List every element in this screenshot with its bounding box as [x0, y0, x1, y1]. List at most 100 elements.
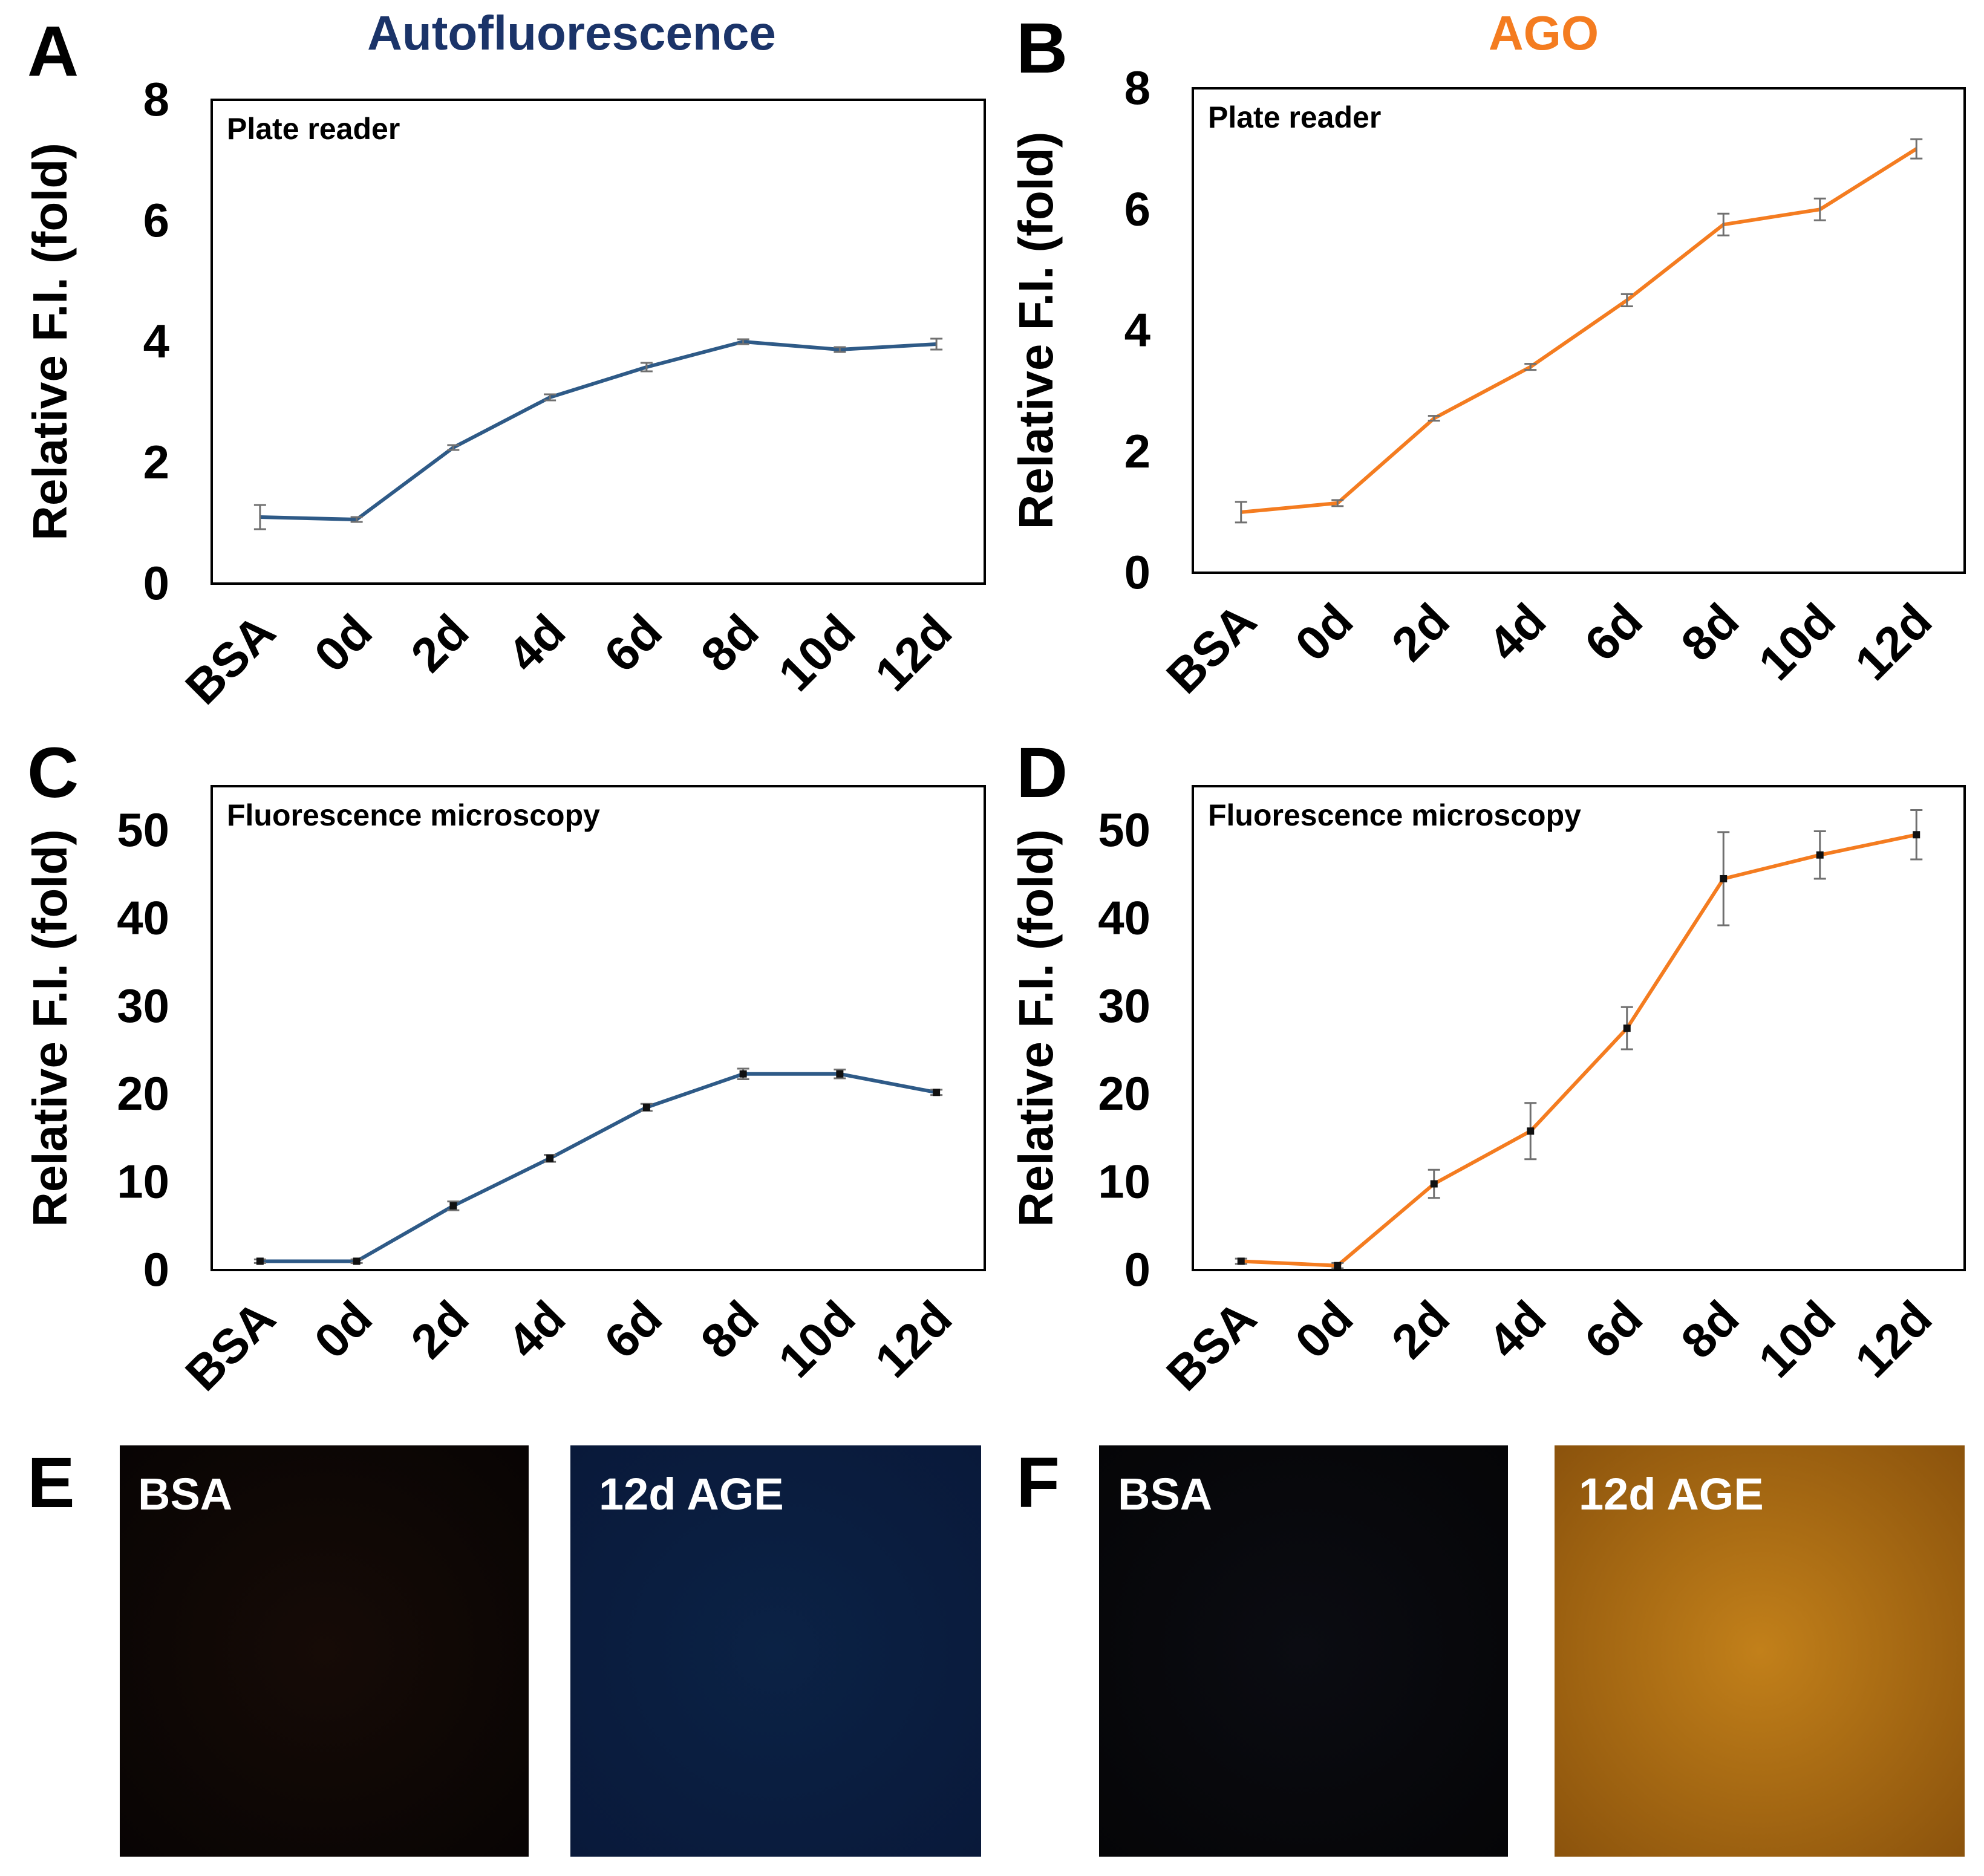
data-point [256, 1257, 264, 1265]
y-tick-label: 8 [143, 73, 169, 126]
x-tick-label: 2d [400, 604, 478, 682]
x-tick-label: 8d [1671, 593, 1749, 671]
x-tick-label: 4d [1478, 593, 1556, 671]
x-tick-label: 8d [691, 604, 769, 682]
x-tick-label: 0d [1285, 1291, 1363, 1369]
y-tick-label: 10 [117, 1155, 169, 1208]
y-tick-label: 4 [1124, 304, 1150, 357]
y-tick-label: 2 [1124, 425, 1150, 478]
plot-frame [1192, 87, 1966, 574]
chart-panel-a: Plate reader 0 2 4 6 8 Relative F.I. (fold) BSA… [23, 73, 986, 714]
panel-letter-d: D [1016, 733, 1068, 813]
data-point [1527, 1127, 1535, 1135]
micrograph-e-12d-age [570, 1445, 981, 1857]
panel-letter-f: F [1016, 1443, 1060, 1523]
y-tick-label: 0 [1124, 1243, 1150, 1296]
data-point [1430, 1180, 1438, 1188]
y-tick-label: 4 [143, 314, 169, 368]
y-tick-label: 0 [1124, 546, 1150, 599]
panel-letter-c: C [27, 733, 79, 813]
series-line [1241, 147, 1917, 514]
y-tick-label: 6 [143, 194, 169, 247]
column-title-autofluorescence: Autofluorescence [367, 6, 776, 60]
micrograph-f-12d-age [1555, 1445, 1965, 1857]
x-tick-label: 8d [1671, 1291, 1749, 1369]
data-point [1237, 1257, 1245, 1265]
data-point [739, 1070, 747, 1078]
x-tick-label: BSA [1156, 1291, 1266, 1401]
y-tick-label: 40 [117, 891, 169, 944]
x-tick-label: BSA [1156, 593, 1266, 703]
plot-frame [210, 99, 986, 585]
series-line [259, 1072, 937, 1263]
micrograph-label: 12d AGE [1579, 1469, 1764, 1519]
y-tick-label: 50 [117, 803, 169, 856]
y-tick-label: 20 [1098, 1067, 1150, 1120]
y-axis-label: Relative F.I. (fold) [1009, 829, 1063, 1227]
chart-panel-c: Fluorescence microscopy 0 10 20 30 40 50 Relati… [23, 785, 986, 1401]
x-tick-label: 12d [865, 604, 962, 701]
data-point [1816, 851, 1824, 859]
x-tick-label: 6d [1574, 593, 1653, 671]
plot-frame [1192, 785, 1966, 1271]
x-tick-label: 10d [1748, 593, 1845, 690]
x-tick-label: 2d [400, 1291, 478, 1369]
y-tick-label: 30 [117, 979, 169, 1032]
data-point [836, 1070, 844, 1078]
plot-frame [210, 785, 986, 1271]
micrograph-label: BSA [138, 1469, 232, 1519]
y-tick-label: 50 [1098, 803, 1150, 856]
series-line [1241, 833, 1917, 1268]
x-tick-label: 4d [497, 604, 575, 682]
y-tick-label: 20 [117, 1067, 169, 1120]
panel-letter-e: E [27, 1443, 75, 1523]
y-axis-label: Relative F.I. (fold) [1009, 132, 1063, 530]
x-tick-label: BSA [175, 604, 286, 714]
x-tick-label: 0d [304, 604, 382, 682]
x-tick-label: 2d [1382, 593, 1460, 671]
x-tick-label: 10d [768, 604, 865, 701]
data-point [642, 1104, 650, 1112]
x-tick-label: 6d [594, 1291, 672, 1369]
data-point [1623, 1024, 1631, 1032]
data-point [1913, 831, 1920, 839]
x-tick-label: 10d [1748, 1291, 1845, 1387]
plot-annotation: Plate reader [1208, 100, 1381, 134]
micrograph-e-bsa [120, 1445, 529, 1857]
y-axis-label: Relative F.I. (fold) [23, 143, 77, 541]
y-tick-label: 6 [1124, 182, 1150, 235]
x-tick-label: 0d [304, 1291, 382, 1369]
micrograph-f-bsa [1099, 1445, 1508, 1857]
plot-annotation: Fluorescence microscopy [227, 798, 600, 832]
column-title-ago: AGO [1489, 6, 1599, 60]
data-point [449, 1202, 457, 1210]
data-point [933, 1089, 941, 1096]
x-tick-label: 0d [1285, 593, 1363, 671]
x-tick-label: 12d [1845, 1291, 1942, 1387]
y-tick-label: 40 [1098, 891, 1150, 944]
plot-annotation: Plate reader [227, 112, 400, 146]
x-tick-label: 6d [594, 604, 672, 682]
x-tick-label: 2d [1382, 1291, 1460, 1369]
x-tick-label: 10d [768, 1291, 865, 1387]
chart-panel-d: Fluorescence microscopy 0 10 20 30 40 50 Relati… [1009, 785, 1966, 1401]
data-point [353, 1257, 361, 1265]
y-tick-label: 10 [1098, 1155, 1150, 1208]
y-tick-label: 0 [143, 556, 169, 610]
y-axis-label: Relative F.I. (fold) [23, 829, 77, 1227]
x-tick-label: 6d [1574, 1291, 1653, 1369]
y-tick-label: 30 [1098, 979, 1150, 1032]
micrograph-label: BSA [1118, 1469, 1212, 1519]
x-tick-label: 8d [691, 1291, 769, 1369]
panel-letter-b: B [1016, 8, 1068, 88]
micrograph-label: 12d AGE [599, 1469, 784, 1519]
x-tick-label: 12d [1845, 593, 1942, 690]
plot-annotation: Fluorescence microscopy [1208, 798, 1581, 832]
x-tick-label: 4d [497, 1291, 575, 1369]
x-tick-label: BSA [175, 1291, 286, 1401]
x-tick-label: 4d [1478, 1291, 1556, 1369]
data-point [1334, 1262, 1342, 1269]
y-tick-label: 8 [1124, 61, 1150, 114]
y-tick-label: 2 [143, 435, 169, 489]
